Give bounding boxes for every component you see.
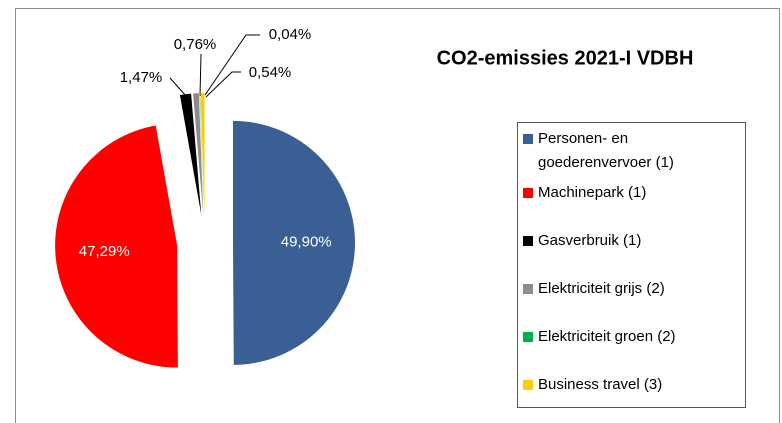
leader-line (199, 53, 202, 97)
legend-swatch (523, 134, 533, 144)
pie-slice (232, 120, 355, 365)
legend-item: Elektriciteit groen (2) (523, 325, 738, 349)
leader-line (169, 77, 187, 97)
data-label: 0,76% (174, 36, 217, 53)
pie-slice (193, 93, 204, 216)
legend-item: Gasverbruik (1) (523, 229, 738, 253)
legend-swatch (523, 188, 533, 198)
legend-label: Machinepark (1) (538, 184, 647, 201)
leader-line (205, 71, 241, 98)
data-label: 49,90% (281, 234, 332, 251)
data-label: 47,29% (79, 243, 130, 260)
pie-slice (55, 125, 178, 368)
legend-swatch (523, 284, 533, 294)
legend-item: Elektriciteit grijs (2) (523, 277, 738, 301)
legend-label: Elektriciteit groen (2) (538, 328, 676, 345)
legend-item: Machinepark (1) (523, 181, 738, 205)
chart-border (15, 8, 780, 423)
legend-item: Business travel (3) (523, 373, 738, 397)
legend-label: Personen- en goederenvervoer (1) (538, 130, 674, 171)
legend-swatch (523, 380, 533, 390)
legend-item: Personen- en goederenvervoer (1) (523, 127, 738, 175)
data-label: 0,04% (269, 26, 312, 43)
data-label: 0,54% (249, 64, 292, 81)
legend-label: Business travel (3) (538, 376, 663, 393)
leader-lines (169, 34, 260, 98)
legend-swatch (523, 332, 533, 342)
legend-label: Elektriciteit grijs (2) (538, 280, 665, 297)
leader-line (204, 34, 260, 96)
pie-slice (199, 93, 205, 216)
legend: Personen- en goederenvervoer (1) Machinep… (517, 122, 746, 408)
legend-swatch (523, 236, 533, 246)
chart-title: CO2-emissies 2021-I VDBH (437, 47, 694, 69)
pie-slice (179, 93, 202, 216)
data-label: 1,47% (120, 69, 163, 86)
pie-slice (200, 93, 205, 216)
legend-label: Gasverbruik (1) (538, 232, 642, 249)
